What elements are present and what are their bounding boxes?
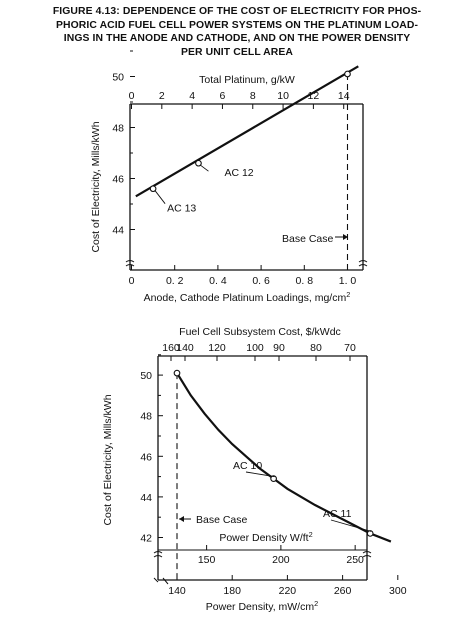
- cost-vs-loading-line: [135, 65, 359, 198]
- figure-title: FIGURE 4.13: DEPENDENCE OF THE COST OF E…: [0, 5, 474, 59]
- x-tick-label: 220: [279, 585, 297, 597]
- figure-title-line: PER UNIT CELL AREA: [180, 46, 294, 58]
- top-axis-label: Fuel Cell Subsystem Cost, $/kWdc: [179, 326, 341, 338]
- inner-tick-label: 200: [272, 554, 290, 566]
- y-tick-label: 50: [112, 72, 124, 84]
- inner-tick-label: 250: [346, 554, 364, 566]
- x-tick-label: 260: [334, 585, 352, 597]
- y-axis-label: Cost of Electricity, Mills/kWh: [90, 121, 102, 252]
- figure-title-line: INGS IN THE ANODE AND CATHODE, AND ON TH…: [63, 33, 411, 44]
- point-label: AC 13: [167, 203, 196, 215]
- data-point-marker: [366, 530, 374, 537]
- x-tick-label: 140: [168, 585, 186, 597]
- x-tick-label: 0. 2: [166, 275, 184, 287]
- y-tick-label: 44: [112, 225, 124, 237]
- point-label: AC 11: [323, 508, 352, 520]
- point-leader-line: [200, 164, 209, 172]
- top-tick-label: 6: [220, 90, 226, 102]
- right-axis-break: [362, 551, 372, 558]
- y-tick-label: 50: [140, 370, 152, 382]
- top-tick-label: 140: [176, 342, 194, 354]
- figure-title-line: FIGURE 4.13: DEPENDENCE OF THE COST OF E…: [52, 6, 422, 17]
- point-label: AC 10: [233, 460, 262, 472]
- x-tick-label: 0. 4: [209, 275, 227, 287]
- x-tick-label: 0. 8: [296, 275, 314, 287]
- x-tick-label: 300: [389, 585, 407, 597]
- top-tick-label: 0: [129, 90, 135, 102]
- y-tick-label: 46: [140, 451, 152, 463]
- y-tick-label: 46: [112, 174, 124, 186]
- top-tick-label: 12: [308, 90, 320, 102]
- point-leader-line: [330, 519, 372, 532]
- top-tick-label: 160: [162, 342, 180, 354]
- top-tick-label: 70: [344, 342, 356, 354]
- base-case-arrowhead: [343, 234, 348, 240]
- y-axis-break: [125, 260, 135, 267]
- top-tick-label: 2: [159, 90, 165, 102]
- y-tick-label: 44: [140, 492, 152, 504]
- top-tick-label: 4: [189, 90, 195, 102]
- data-point-marker: [270, 475, 277, 482]
- top-tick-label: 90: [273, 342, 285, 354]
- x-tick-label: 0: [129, 275, 135, 287]
- cost-vs-power-density-line: [176, 372, 392, 543]
- top-tick-label: 120: [208, 342, 226, 354]
- figure-title-line: PHORIC ACID FUEL CELL POWER SYSTEMS ON T…: [55, 19, 419, 31]
- point-leader-line: [245, 471, 275, 478]
- base-case-label: Base Case: [282, 233, 334, 245]
- y-tick-label: 42: [140, 533, 152, 545]
- x-tick-label: 180: [223, 585, 241, 597]
- x-axis-break: [153, 577, 169, 585]
- data-point-marker: [149, 185, 157, 193]
- top-axis-label: Total Platinum, g/kW: [199, 74, 295, 86]
- top-tick-label: 10: [277, 90, 289, 102]
- data-point-marker: [344, 70, 351, 78]
- base-case-label: Base Case: [196, 514, 248, 526]
- y-tick-label: 48: [112, 123, 124, 135]
- x-axis-label: Power Density, mW/cm2: [206, 599, 318, 614]
- top-tick-label: 8: [250, 90, 256, 102]
- inner-axis-label: Power Density W/ft2: [219, 530, 312, 545]
- right-axis-break: [358, 260, 368, 267]
- y-tick-label: 48: [140, 411, 152, 423]
- data-point-marker: [195, 159, 202, 167]
- point-label: AC 12: [224, 167, 253, 179]
- x-tick-label: 0. 6: [252, 275, 270, 287]
- y-axis-label: Cost of Electricity, Mills/kWh: [102, 394, 114, 525]
- base-case-arrowhead: [179, 516, 184, 522]
- y-axis-break: [153, 551, 163, 558]
- x-axis-label: Anode, Cathode Platinum Loadings, mg/cm2: [144, 290, 351, 305]
- data-point-marker: [173, 369, 181, 377]
- top-tick-label: 80: [310, 342, 322, 354]
- x-tick-label: 1. 0: [339, 275, 357, 287]
- point-leader-line: [154, 190, 166, 204]
- top-tick-label: 100: [246, 342, 264, 354]
- top-tick-label: 14: [338, 90, 350, 102]
- inner-tick-label: 150: [198, 554, 216, 566]
